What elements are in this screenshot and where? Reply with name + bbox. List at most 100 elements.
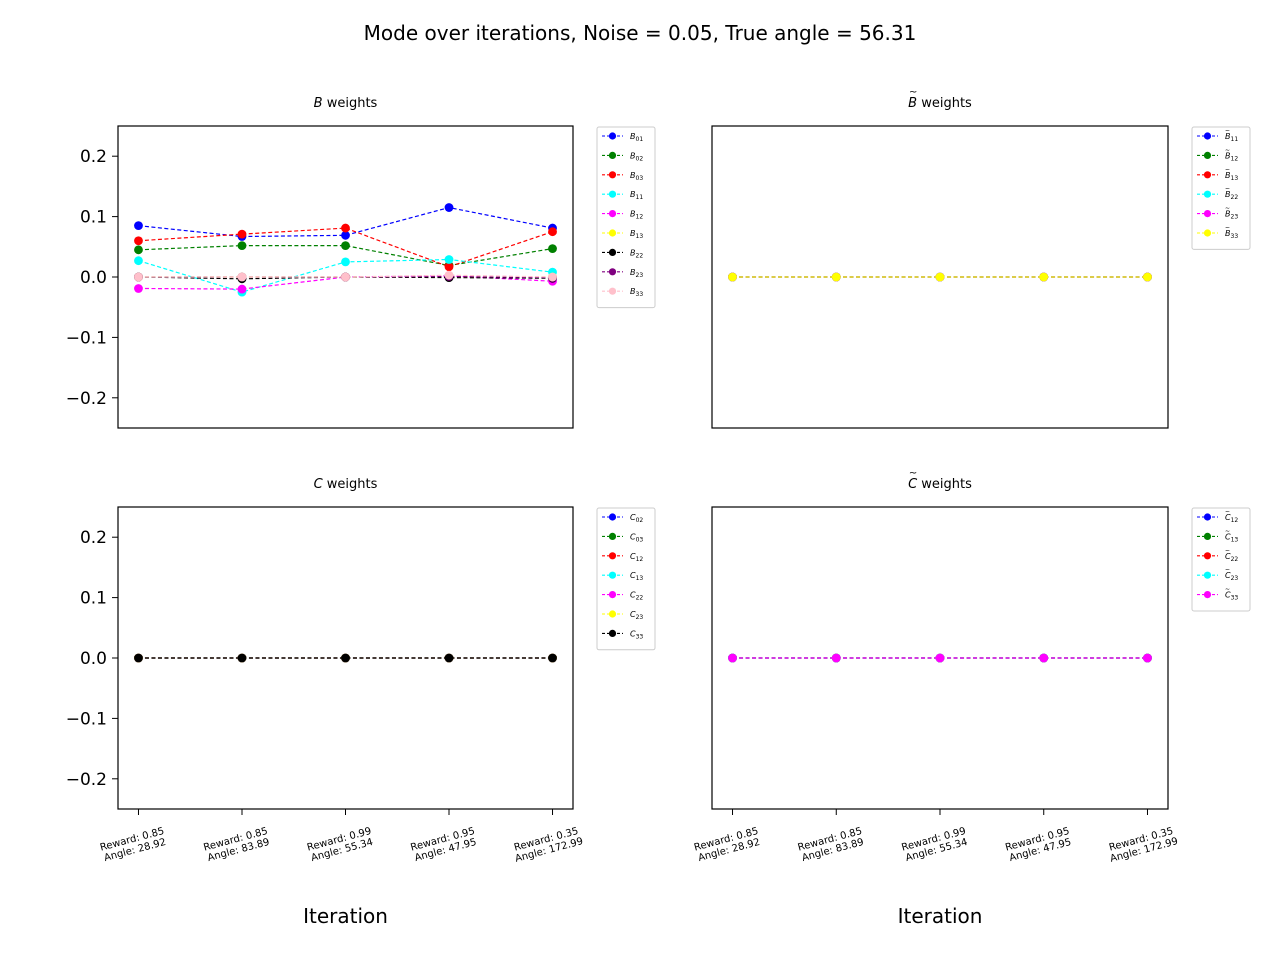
series-B33: [134, 270, 557, 282]
legend-label-base: B: [630, 190, 636, 199]
data-point: [444, 203, 454, 212]
legend-label-sub: 23: [1231, 214, 1239, 221]
legend-label-accent: ~: [1225, 186, 1230, 193]
legend-label: C23: [1225, 571, 1238, 582]
data-point: [444, 653, 454, 663]
x-tick-label: Reward: 0.85Angle: 28.92: [99, 826, 169, 864]
legend-marker: [1203, 229, 1212, 237]
subplot-title-symbol: B: [908, 96, 917, 111]
data-point: [134, 221, 143, 231]
data-point: [134, 284, 143, 293]
legend-box: [596, 126, 656, 309]
legend-label-accent: ~: [1225, 586, 1230, 593]
legend-label-sub: 33: [636, 291, 644, 298]
subplot-title: B weights: [314, 96, 378, 111]
data-point: [935, 272, 945, 282]
legend-label-base: C: [630, 629, 636, 638]
x-axis-label: Iteration: [898, 904, 983, 928]
legend-label: B33: [630, 287, 643, 298]
legend-label: B12: [630, 210, 643, 221]
y-tick-label: −0.1: [66, 328, 107, 348]
subplot-title-rest: weights: [323, 96, 378, 111]
legend-label: B22: [1225, 190, 1238, 201]
legend-marker: [1203, 591, 1212, 599]
legend-label-base: B: [630, 171, 636, 180]
legend-label-base: B: [1225, 190, 1231, 199]
legend-marker: [1203, 532, 1212, 541]
data-point: [341, 653, 350, 663]
legend-label-accent: ~: [1225, 205, 1230, 212]
data-point: [341, 223, 350, 233]
legend-label-base: B: [1225, 171, 1231, 180]
y-tick-label: −0.1: [66, 709, 107, 729]
legend-label: B01: [630, 132, 643, 143]
legend-label-base: B: [630, 248, 636, 257]
legend-marker: [608, 171, 617, 179]
data-point: [237, 229, 247, 239]
data-point: [728, 653, 737, 663]
legend-label-base: B: [630, 287, 636, 296]
legend-label-base: B: [1225, 151, 1231, 160]
figure-suptitle: Mode over iterations, Noise = 0.05, True…: [364, 21, 917, 45]
x-tick-label: Reward: 0.35Angle: 172.99: [1106, 825, 1179, 864]
data-point: [1039, 653, 1049, 663]
legend-label: C03: [630, 532, 643, 543]
legend-marker: [608, 190, 617, 198]
legend-label-base: C: [1225, 513, 1231, 522]
legend-marker: [1203, 190, 1212, 198]
x-tick-label: Reward: 0.85Angle: 28.92: [693, 826, 763, 864]
legend-label: C13: [630, 571, 643, 582]
data-point: [1143, 653, 1152, 663]
subplot-grid: B weights0.20.10.0−0.1−0.2B01B02B03B11B1…: [66, 87, 1251, 928]
legend-marker: [1203, 552, 1212, 560]
series-C̃33: [728, 653, 1152, 663]
series-line: [138, 275, 553, 279]
legend-label-sub: 03: [636, 175, 644, 182]
legend-box: [1191, 507, 1251, 612]
y-tick-label: 0.0: [80, 649, 107, 669]
subplot-4: C weights ~ Reward: 0.85Angle: 28.92 Reward…: [693, 468, 1251, 928]
legend-label: C22: [630, 591, 643, 602]
legend-label-accent: ~: [1225, 509, 1230, 516]
data-point: [237, 284, 247, 294]
data-point: [237, 653, 247, 663]
data-point: [134, 272, 143, 282]
y-tick-label: 0.1: [80, 208, 107, 228]
legend-marker: [608, 229, 617, 237]
legend-label-sub: 12: [1231, 517, 1239, 524]
legend-label: B02: [630, 151, 643, 162]
data-point: [831, 272, 841, 282]
series-B03: [134, 223, 557, 272]
legend-label-sub: 22: [1231, 194, 1239, 201]
x-tick-label: Reward: 0.95Angle: 47.95: [1004, 826, 1074, 864]
legend-label-sub: 23: [636, 614, 644, 621]
legend-label: B11: [630, 190, 643, 201]
legend-label-sub: 33: [636, 633, 644, 640]
legend-label-base: B: [1225, 229, 1231, 238]
subplot-title-rest: weights: [323, 477, 378, 492]
subplot-title-accent: ~: [909, 87, 917, 98]
legend-label: B13: [630, 229, 643, 240]
legend-label: B33: [1225, 229, 1238, 240]
series-B01: [134, 203, 557, 241]
legend-label: B13: [1225, 171, 1238, 182]
y-tick-label: 0.2: [80, 147, 107, 167]
series-line: [138, 274, 553, 278]
data-point: [444, 262, 454, 272]
legend-label-base: C: [1225, 571, 1231, 580]
legend-label-sub: 13: [1231, 175, 1239, 182]
legend-label-sub: 13: [636, 233, 644, 240]
subplot-title-rest: weights: [917, 477, 972, 492]
subplot-title-rest: weights: [917, 96, 972, 111]
legend-label-sub: 33: [1231, 233, 1239, 240]
legend-label-base: B: [630, 229, 636, 238]
subplot-title: C weights: [314, 477, 378, 492]
data-point: [728, 272, 737, 282]
data-point: [548, 272, 557, 282]
legend-marker: [1203, 132, 1212, 140]
legend-marker: [608, 132, 617, 140]
legend-label-base: C: [630, 552, 636, 561]
legend-label-sub: 02: [636, 155, 644, 162]
series-line: [138, 244, 553, 267]
